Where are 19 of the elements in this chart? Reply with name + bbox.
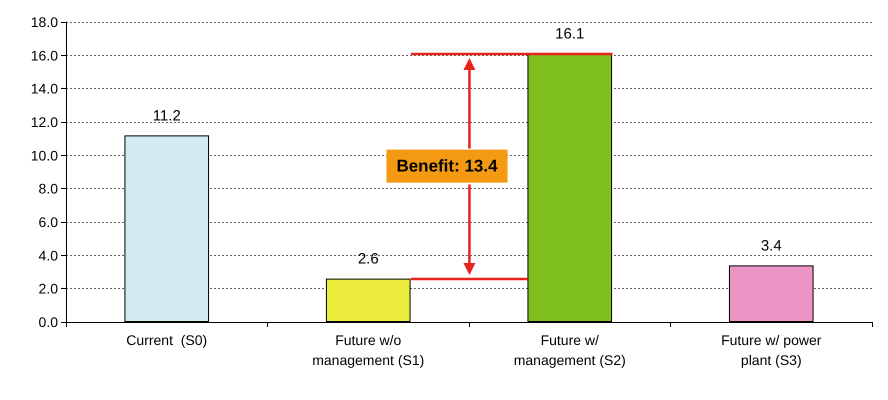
- y-tick-label: 4.0: [38, 247, 58, 264]
- x-tick-label: Current (S0): [126, 332, 208, 348]
- data-label: 3.4: [760, 237, 782, 254]
- data-label: 2.6: [358, 250, 379, 268]
- x-tick-label: Future w/o management (S1): [312, 332, 424, 368]
- x-tick-label: Future w/ power plant (S3): [721, 332, 822, 368]
- y-tick-label: 6.0: [38, 214, 58, 230]
- y-tick-label: 8.0: [38, 180, 58, 197]
- annotation: Benefit: 13.4: [396, 156, 498, 176]
- y-tick-label: 18.0: [30, 14, 58, 30]
- y-tick-label: 16.0: [30, 47, 58, 64]
- y-tick-label: 10.0: [30, 147, 58, 164]
- y-tick-label: 2.0: [38, 280, 58, 297]
- y-tick-label: 12.0: [30, 114, 58, 130]
- x-tick-label: Future w/ management (S2): [514, 332, 626, 368]
- data-label: 11.2: [152, 107, 181, 124]
- y-tick-label: 0.0: [38, 314, 58, 330]
- y-tick-label: 14.0: [30, 80, 58, 97]
- data-label: 16.1: [555, 26, 584, 43]
